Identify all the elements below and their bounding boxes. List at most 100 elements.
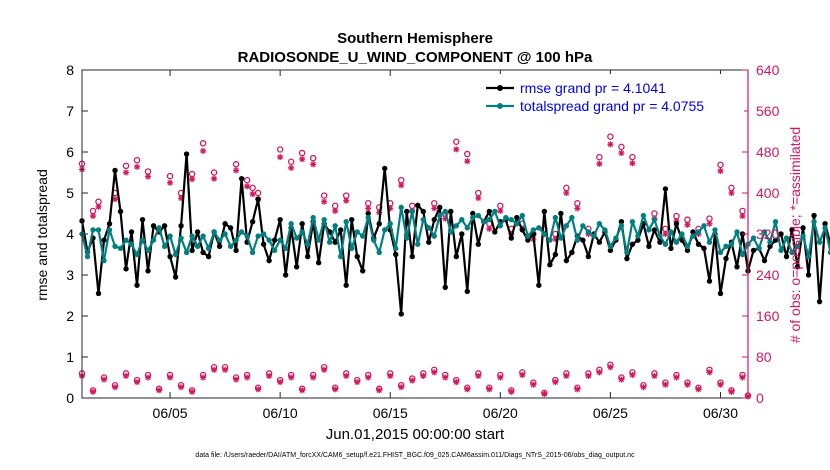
totalspread-point [475, 212, 481, 219]
obs-assimilated-point [332, 207, 339, 214]
obs-star-stroke [277, 379, 283, 385]
totalspread-point [156, 225, 162, 231]
totalspread-point [112, 243, 118, 249]
totalspread-point [304, 241, 311, 247]
y-tick-label-left: 5 [66, 185, 74, 201]
obs-star-stroke [321, 367, 327, 373]
totalspread-point [172, 251, 179, 258]
rmse-point [282, 272, 289, 278]
totalspread-point [354, 229, 360, 235]
rmse-point [222, 221, 228, 227]
rmse-point [767, 243, 773, 249]
totalspread-point [717, 249, 724, 256]
obs-low-assimilated-point [156, 387, 163, 394]
totalspread-point [211, 229, 217, 235]
totalspread-point [514, 221, 520, 227]
totalspread-point [310, 214, 316, 221]
obs-possible-point [596, 153, 603, 161]
obs-assimilated-point [706, 220, 713, 227]
totalspread-point [404, 235, 410, 241]
totalspread-point [393, 245, 399, 252]
y-axis-label-left: rmse and totalspread [34, 169, 50, 301]
obs-star-stroke [684, 382, 691, 388]
obs-star-stroke [134, 164, 140, 170]
totalspread-point [150, 237, 157, 243]
rmse-point [354, 253, 360, 260]
chart-title: Southern Hemisphere [337, 30, 493, 47]
totalspread-point [382, 227, 388, 233]
obs-low-assimilated-point [321, 366, 328, 373]
obs-low-assimilated-point [200, 374, 207, 381]
obs-low-assimilated-point [90, 388, 97, 395]
obs-low-assimilated-point [684, 381, 691, 388]
obs-assimilated-point [574, 205, 581, 212]
obs-star-stroke [475, 195, 481, 201]
totalspread-point [734, 229, 740, 235]
obs-star-stroke [145, 173, 151, 180]
obs-possible-point [166, 172, 174, 180]
obs-assimilated-point [189, 176, 196, 183]
totalspread-point [459, 216, 465, 223]
obs-star-stroke [376, 387, 382, 393]
obs-star-stroke [288, 374, 294, 381]
totalspread-point [448, 229, 454, 235]
rmse-point [778, 231, 784, 237]
obs-star-stroke [618, 376, 625, 383]
rmse-point [255, 196, 261, 202]
rmse-point [596, 239, 603, 245]
obs-star-stroke [574, 386, 581, 392]
y-tick-label-left: 6 [66, 144, 74, 160]
totalspread-point [684, 243, 691, 249]
rmse-point [734, 264, 740, 270]
totalspread-point [761, 229, 768, 235]
obs-star-stroke [332, 208, 338, 214]
totalspread-point [288, 221, 294, 227]
obs-star-stroke [431, 369, 437, 376]
rmse-point [563, 257, 570, 264]
rmse-point [404, 208, 410, 215]
obs-possible-point [320, 192, 328, 199]
obs-star-stroke [673, 374, 680, 381]
obs-star-stroke [266, 373, 272, 379]
totalspread-point [657, 233, 663, 239]
obs-star-stroke [134, 379, 140, 385]
obs-low-assimilated-point [739, 374, 746, 381]
totalspread-point [387, 221, 393, 227]
obs-star-stroke [739, 213, 746, 219]
totalspread-line [80, 206, 830, 262]
totalspread-point [260, 231, 267, 237]
obs-star-stroke [310, 374, 316, 381]
totalspread-point [84, 253, 91, 260]
totalspread-point [640, 212, 647, 219]
obs-star-stroke [640, 384, 647, 390]
rmse-point [723, 255, 729, 262]
rmse-point [95, 290, 102, 297]
obs-star-stroke [618, 150, 625, 156]
totalspread-point [216, 237, 223, 243]
obs-low-assimilated-point [706, 369, 713, 376]
obs-star-stroke [112, 196, 118, 202]
obs-star-stroke [211, 367, 217, 373]
obs-low-assimilated-point [695, 386, 702, 393]
obs-assimilated-point [310, 161, 317, 168]
rmse-point [189, 247, 195, 254]
totalspread-point [569, 214, 575, 221]
totalspread-point [794, 243, 801, 249]
obs-star-stroke [453, 146, 459, 153]
totalspread-point [624, 249, 630, 256]
totalspread-point [563, 223, 570, 229]
obs-star-stroke [200, 148, 206, 154]
obs-low-assimilated-point [541, 390, 548, 397]
totalspread-point [646, 227, 652, 233]
obs-star-stroke [354, 379, 360, 385]
totalspread-point [536, 225, 542, 231]
obs-low-assimilated-point [552, 379, 559, 386]
totalspread-point [349, 245, 355, 252]
totalspread-point [739, 251, 746, 258]
obs-low-assimilated-point [244, 374, 251, 381]
data-file-footer: data file: /Users/raeder/DAI/ATM_forcXX/… [195, 452, 635, 459]
obs-star-stroke [728, 190, 735, 196]
obs-assimilated-point [684, 221, 691, 228]
rmse-point [580, 237, 586, 243]
totalspread-point [767, 239, 773, 245]
